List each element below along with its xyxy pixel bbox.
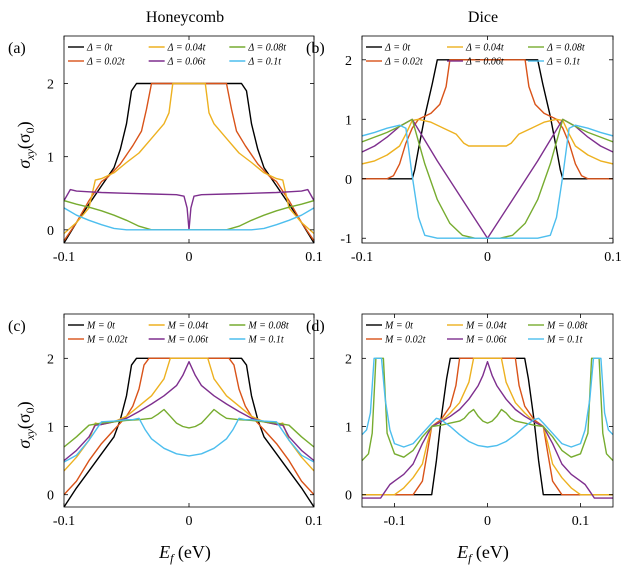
y-tick-label: 2	[345, 352, 352, 367]
y-tick-label: 0	[47, 224, 54, 239]
series-line-1	[64, 357, 314, 496]
legend-entry: Δ = 0t	[86, 43, 112, 54]
legend-entry: Δ = 0.1t	[247, 57, 281, 68]
series-line-5	[64, 207, 314, 231]
x-tick-label: 0	[484, 514, 491, 529]
panel-label: (a)	[8, 40, 26, 57]
series-line-1	[362, 357, 613, 496]
legend-entry: M = 0.06t	[167, 335, 209, 346]
y-tick-label: 1	[345, 113, 352, 128]
x-tick-label: -0.1	[351, 250, 373, 265]
series-line-2	[362, 118, 613, 165]
y-tick-label: -1	[340, 232, 352, 247]
legend-entry: M = 0.04t	[465, 321, 507, 332]
series-group	[64, 82, 314, 243]
series-line-3	[64, 361, 314, 462]
legend-entry: Δ = 0.02t	[86, 57, 125, 68]
y-tick-label: 2	[47, 78, 54, 93]
series-line-2	[362, 357, 613, 496]
x-tick-label: 0.1	[604, 250, 622, 265]
x-tick-label: 0	[484, 250, 491, 265]
series-line-4	[64, 408, 314, 448]
series-line-0	[362, 59, 613, 180]
legend: M = 0t M = 0.04t M = 0.08t M = 0.02t M = 0.0…	[68, 321, 289, 346]
x-tick-label: 0	[186, 514, 193, 529]
series-line-1	[64, 82, 314, 242]
series-group	[64, 357, 314, 507]
panel-label: (b)	[306, 40, 325, 57]
series-line-3	[362, 361, 613, 499]
x-tick-label: -0.1	[383, 514, 405, 529]
legend-entry: M = 0.02t	[86, 335, 128, 346]
series-line-0	[64, 82, 314, 243]
x-axis-label-right: Ef (eV)	[456, 542, 509, 565]
y-tick-label: 1	[345, 421, 352, 436]
series-group	[362, 357, 613, 499]
x-tick-label: -0.1	[53, 514, 75, 529]
legend: Δ = 0t Δ = 0.04t Δ = 0.08t Δ = 0.02t Δ = 0.0…	[366, 43, 585, 68]
series-line-5	[362, 124, 613, 239]
series-line-0	[362, 357, 613, 496]
x-tick-label: -0.1	[53, 250, 75, 265]
y-tick-label: 0	[345, 173, 352, 188]
series-line-1	[362, 59, 613, 180]
series-line-5	[64, 417, 314, 463]
legend-entry: Δ = 0.08t	[546, 43, 585, 54]
legend-entry: M = 0t	[384, 321, 413, 332]
y-tick-label: 1	[47, 151, 54, 166]
legend-entry: M = 0.04t	[167, 321, 209, 332]
column-title-honeycomb: Honeycomb	[146, 9, 224, 26]
legend-entry: M = 0.02t	[384, 335, 426, 346]
legend-entry: M = 0.08t	[546, 321, 588, 332]
x-tick-label: 0.1	[305, 514, 323, 529]
legend: Δ = 0t Δ = 0.04t Δ = 0.08t Δ = 0.02t Δ = 0.0…	[68, 43, 286, 68]
series-line-3	[64, 188, 314, 231]
x-axis-label-left: Ef (eV)	[158, 542, 211, 565]
x-tick-label: 0	[186, 250, 193, 265]
legend-entry: M = 0.1t	[546, 335, 583, 346]
y-tick-label: 2	[345, 54, 352, 69]
legend-entry: M = 0.08t	[247, 321, 289, 332]
series-line-2	[64, 82, 314, 235]
panel-b: -0.1 0 0.1 -1 0 1 2 (b) Δ = 0t Δ = 0.04t Δ = 0.08t…	[306, 35, 622, 265]
x-tick-label: 0.1	[572, 514, 590, 529]
y-tick-label: 1	[47, 421, 54, 436]
panel-label: (c)	[8, 318, 26, 335]
y-tick-label: 0	[345, 489, 352, 504]
legend-entry: Δ = 0.04t	[167, 43, 206, 54]
legend-entry: Δ = 0.1t	[546, 57, 580, 68]
legend-entry: Δ = 0.02t	[384, 57, 423, 68]
y-axis-label-top: σxy(σ0)	[14, 121, 37, 168]
series-group	[362, 59, 613, 239]
y-tick-label: 2	[47, 352, 54, 367]
legend-entry: Δ = 0t	[384, 43, 410, 54]
y-tick-label: 0	[47, 489, 54, 504]
x-tick-label: 0.1	[305, 250, 323, 265]
legend-entry: M = 0.1t	[247, 335, 284, 346]
legend: M = 0t M = 0.04t M = 0.08t M = 0.02t M = 0.0…	[366, 321, 588, 346]
column-title-dice: Dice	[468, 9, 498, 26]
panel-label: (d)	[306, 318, 325, 335]
legend-entry: Δ = 0.06t	[465, 57, 504, 68]
legend-entry: Δ = 0.06t	[167, 57, 206, 68]
series-line-4	[362, 357, 613, 462]
legend-entry: Δ = 0.08t	[247, 43, 286, 54]
legend-entry: Δ = 0.04t	[465, 43, 504, 54]
y-axis-label-bottom: σxy(σ0)	[14, 401, 37, 448]
legend-entry: M = 0.06t	[465, 335, 507, 346]
legend-entry: M = 0t	[86, 321, 115, 332]
series-line-0	[64, 357, 314, 507]
series-line-5	[362, 357, 613, 448]
